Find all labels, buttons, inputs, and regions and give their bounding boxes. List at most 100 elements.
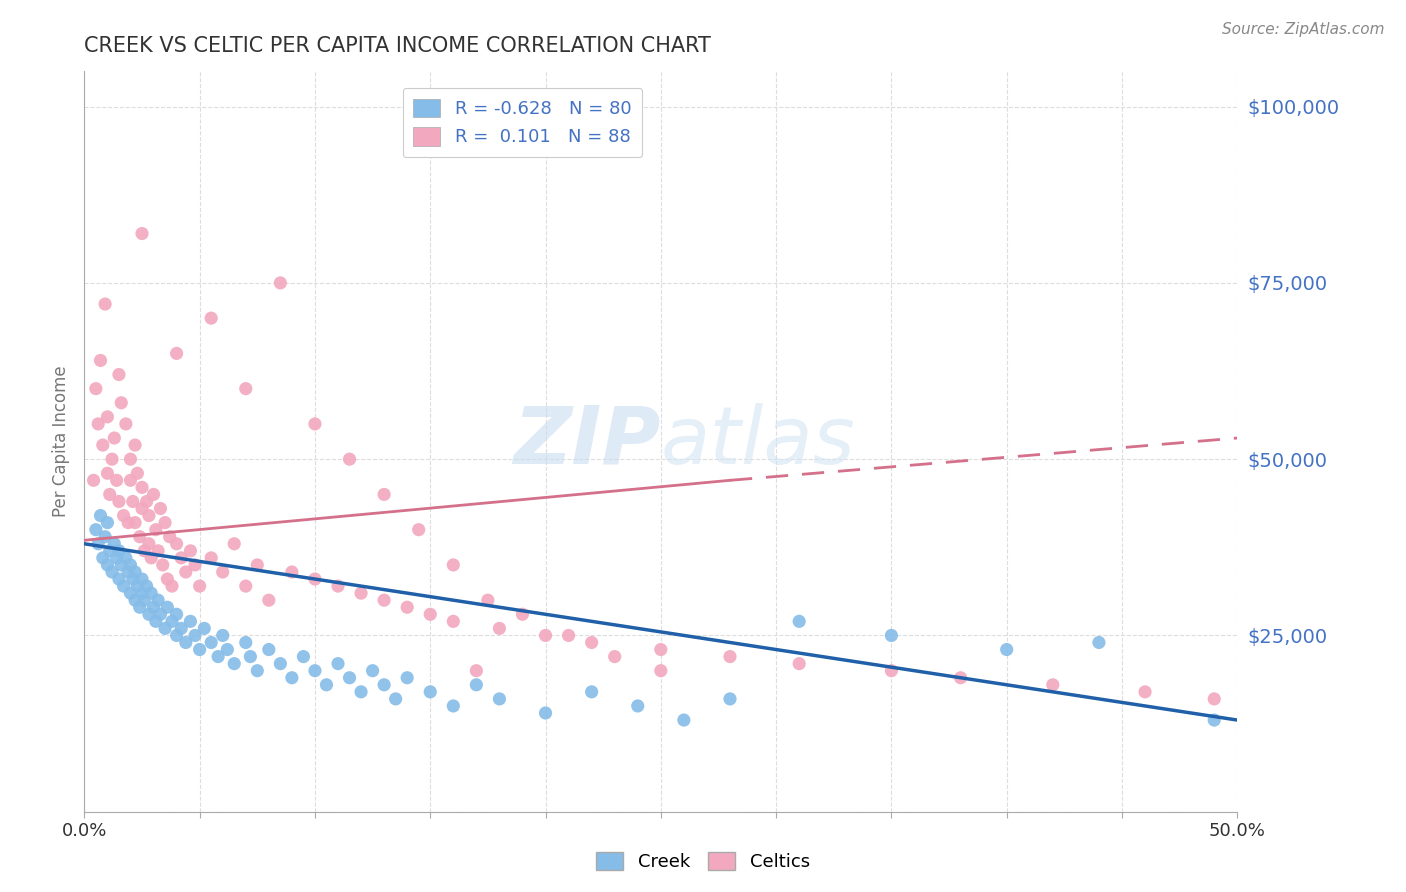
Point <box>477 593 499 607</box>
Point <box>188 642 211 657</box>
Point <box>115 417 138 431</box>
Point <box>207 649 229 664</box>
Point <box>488 621 510 635</box>
Point <box>880 628 903 642</box>
Point <box>184 558 207 572</box>
Point <box>94 530 117 544</box>
Point <box>304 664 326 678</box>
Text: Source: ZipAtlas.com: Source: ZipAtlas.com <box>1222 22 1385 37</box>
Point <box>603 649 626 664</box>
Point <box>235 579 257 593</box>
Point <box>465 678 488 692</box>
Legend: Creek, Celtics: Creek, Celtics <box>589 845 817 879</box>
Point <box>145 615 167 629</box>
Point <box>145 523 167 537</box>
Point <box>166 346 188 360</box>
Point <box>184 628 207 642</box>
Text: atlas: atlas <box>661 402 856 481</box>
Point <box>224 657 246 671</box>
Point <box>465 664 488 678</box>
Point <box>188 579 211 593</box>
Legend: R = -0.628   N = 80, R =  0.101   N = 88: R = -0.628 N = 80, R = 0.101 N = 88 <box>402 87 643 157</box>
Point <box>235 635 257 649</box>
Point <box>103 537 125 551</box>
Point <box>121 572 143 586</box>
Point <box>419 685 441 699</box>
Point <box>91 438 114 452</box>
Point <box>120 558 142 572</box>
Point <box>373 593 395 607</box>
Point <box>350 685 373 699</box>
Point <box>304 572 326 586</box>
Point <box>211 628 233 642</box>
Point <box>152 558 174 572</box>
Point <box>292 649 315 664</box>
Point <box>441 615 464 629</box>
Point <box>117 565 139 579</box>
Point <box>281 565 304 579</box>
Point <box>211 565 233 579</box>
Point <box>174 635 197 649</box>
Point <box>627 698 650 713</box>
Point <box>949 671 972 685</box>
Point <box>160 615 183 629</box>
Point <box>110 558 132 572</box>
Point <box>650 664 672 678</box>
Point <box>124 565 146 579</box>
Point <box>135 494 157 508</box>
Point <box>89 508 111 523</box>
Point <box>153 516 176 530</box>
Point <box>103 431 125 445</box>
Point <box>193 621 215 635</box>
Point <box>166 607 188 622</box>
Point <box>128 600 150 615</box>
Point <box>96 467 118 481</box>
Point <box>581 685 603 699</box>
Point <box>138 508 160 523</box>
Point <box>153 621 176 635</box>
Point <box>105 473 128 487</box>
Point <box>135 579 157 593</box>
Point <box>112 508 135 523</box>
Point <box>257 642 280 657</box>
Point <box>1204 692 1226 706</box>
Point <box>718 649 741 664</box>
Point <box>441 698 464 713</box>
Point <box>105 550 128 565</box>
Point <box>156 600 179 615</box>
Point <box>84 523 107 537</box>
Point <box>96 558 118 572</box>
Text: ZIP: ZIP <box>513 402 661 481</box>
Point <box>108 572 131 586</box>
Point <box>170 621 193 635</box>
Point <box>149 607 172 622</box>
Point <box>534 628 557 642</box>
Point <box>441 558 464 572</box>
Point <box>304 417 326 431</box>
Point <box>117 516 139 530</box>
Point <box>246 558 269 572</box>
Point <box>120 586 142 600</box>
Point <box>131 572 153 586</box>
Point <box>127 579 149 593</box>
Point <box>339 671 361 685</box>
Point <box>87 537 110 551</box>
Point <box>91 550 114 565</box>
Point <box>650 642 672 657</box>
Point <box>315 678 337 692</box>
Point <box>108 544 131 558</box>
Point <box>718 692 741 706</box>
Point <box>138 607 160 622</box>
Point <box>787 615 810 629</box>
Point <box>200 311 222 326</box>
Point <box>581 635 603 649</box>
Point <box>146 544 169 558</box>
Point <box>138 537 160 551</box>
Point <box>269 276 291 290</box>
Point <box>269 657 291 671</box>
Point <box>1204 713 1226 727</box>
Point <box>534 706 557 720</box>
Point <box>98 544 121 558</box>
Point <box>124 438 146 452</box>
Point <box>94 297 117 311</box>
